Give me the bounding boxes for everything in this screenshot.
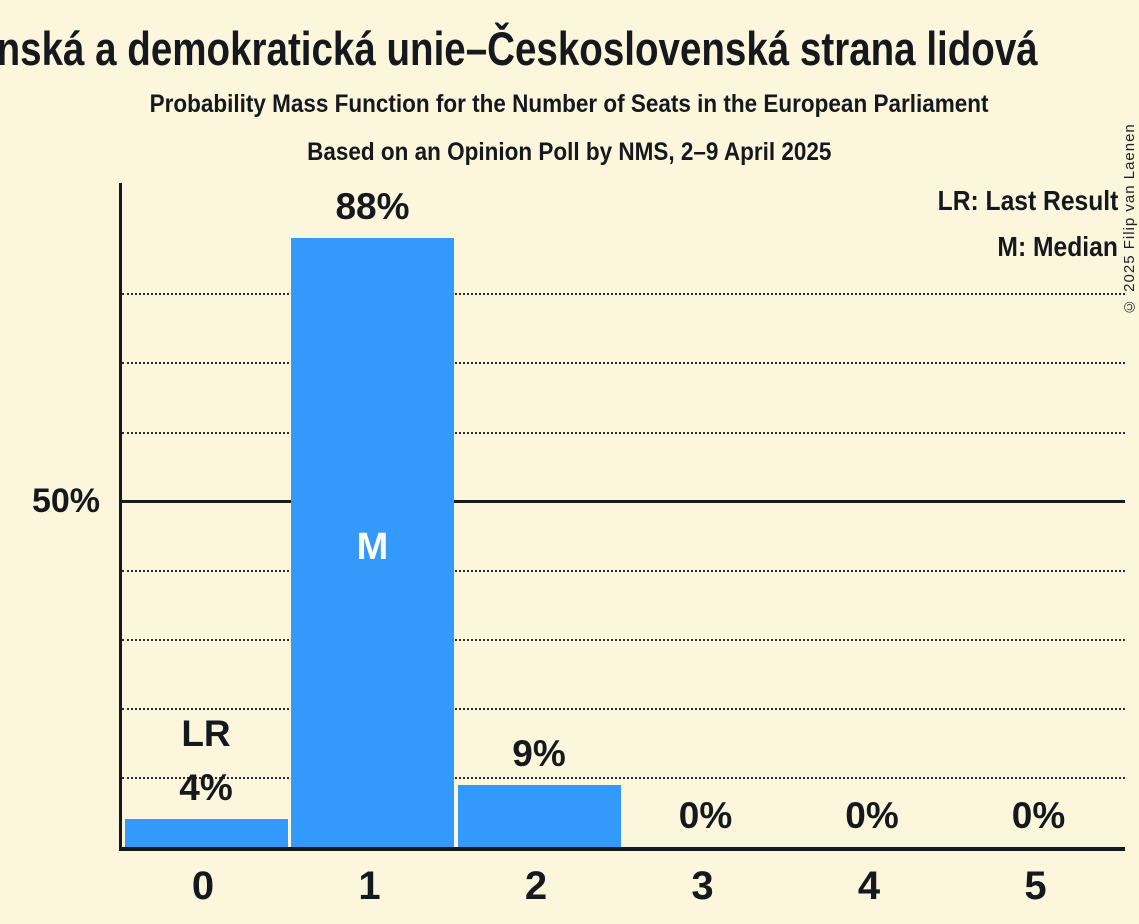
last-result-marker: LR [181,713,231,754]
gridline-10pct [122,777,1125,780]
bar-seats-2 [457,784,621,847]
y-axis-tick-label: 50% [31,482,100,520]
bar-value-label-0: 4% [179,767,233,809]
poll-source-text: Based on an Opinion Poll by NMS, 2–9 Apr… [307,138,832,166]
chart-subtitle-text: Probability Mass Function for the Number… [150,90,989,118]
bar-seats-0 [124,819,288,847]
x-tick-label-4: 4 [857,864,881,908]
x-tick-label-0: 0 [191,864,215,908]
bar-value-label-4: 0% [845,795,899,836]
gridline-60pct [122,431,1125,434]
bar-seats-1 [291,238,454,847]
bar-value-label-2: 9% [512,732,566,774]
legend-median-label: M: Median [997,231,1118,262]
median-marker: M [356,526,389,568]
chart-title: Křesťanská a demokratická unie–Českoslov… [0,22,1038,75]
legend-last-result-label: LR: Last Result [937,185,1118,216]
chart-subtitle: Probability Mass Function for the Number… [0,87,1139,121]
gridline-50pct [122,499,1125,503]
bar-value-label-1: 88% [335,186,410,228]
bar-value-label-5: 0% [1011,795,1066,836]
bar-value-label-3: 0% [678,795,733,836]
x-tick-label-3: 3 [691,864,714,908]
gridline-70pct [122,362,1125,365]
poll-source-subtitle: Based on an Opinion Poll by NMS, 2–9 Apr… [0,135,1139,169]
legend: LR: Last Result M: Median [913,178,1118,270]
x-tick-label-5: 5 [1024,864,1047,908]
plot-area: 4% 88% 9% 0% 0% 0% LR M [119,183,1125,851]
gridline-20pct [122,708,1125,711]
x-tick-label-2: 2 [524,864,548,908]
gridline-40pct [122,569,1125,572]
gridline-30pct [122,639,1125,641]
gridline-80pct [122,293,1125,296]
x-tick-label-1: 1 [358,864,381,908]
